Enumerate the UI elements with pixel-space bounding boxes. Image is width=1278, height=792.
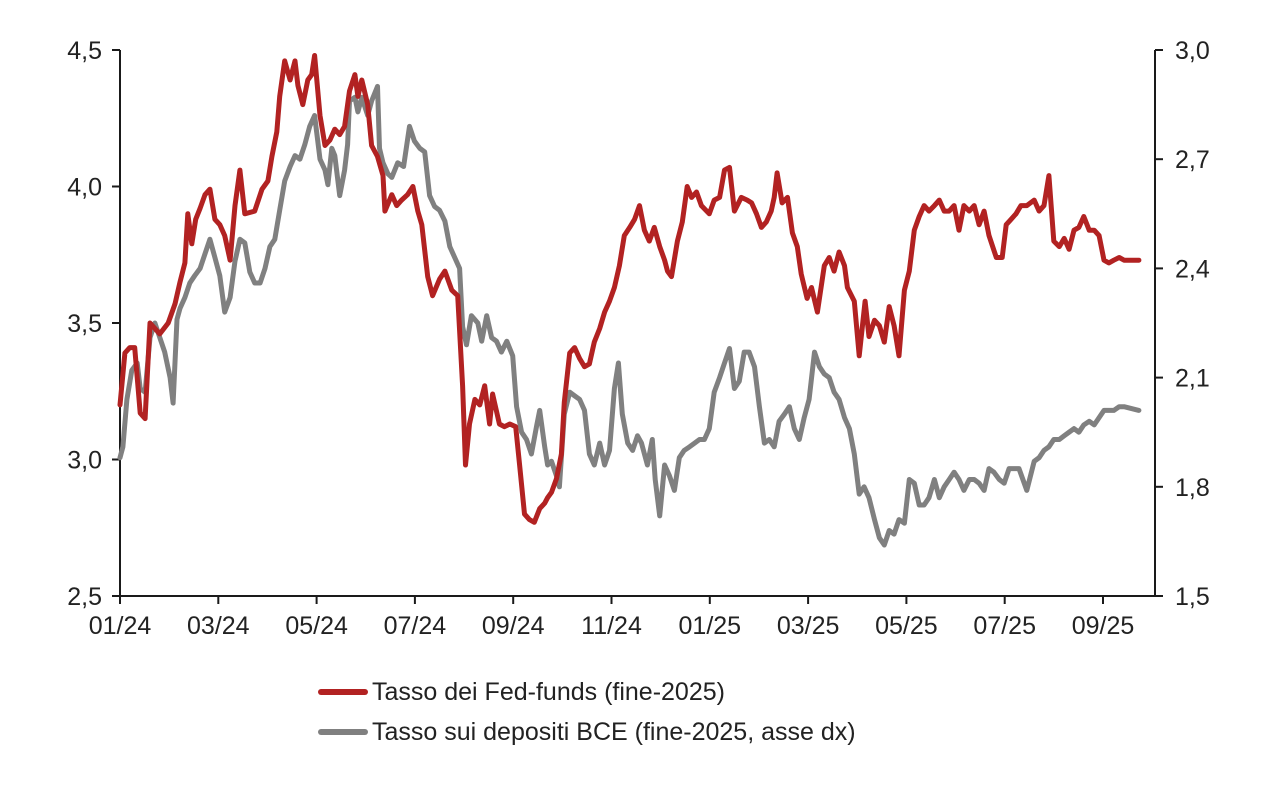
right-y-tick-label: 1,8	[1175, 474, 1210, 502]
fed-funds-line	[117, 53, 1142, 525]
legend-label-bce-deposit: Tasso sui depositi BCE (fine-2025, asse …	[372, 717, 856, 746]
right-y-tick-label: 2,1	[1175, 365, 1210, 393]
x-tick-label: 07/25	[973, 612, 1036, 640]
legend-swatch-fed-funds	[318, 689, 368, 695]
right-y-tick-label: 2,7	[1175, 146, 1210, 174]
legend-item-fed-funds: Tasso dei Fed-funds (fine-2025)	[318, 672, 856, 712]
x-tick-label: 09/25	[1072, 612, 1135, 640]
bce-deposit-line	[117, 83, 1142, 548]
x-tick-label: 05/24	[285, 612, 348, 640]
left-y-tick-label: 3,0	[67, 447, 102, 475]
legend-label-fed-funds: Tasso dei Fed-funds (fine-2025)	[372, 677, 725, 706]
legend: Tasso dei Fed-funds (fine-2025) Tasso su…	[318, 672, 856, 752]
series-lines	[117, 53, 1142, 548]
left-y-tick-label: 4,0	[67, 174, 102, 202]
x-tick-label: 07/24	[384, 612, 447, 640]
left-y-tick-label: 3,5	[67, 310, 102, 338]
legend-item-bce-deposit: Tasso sui depositi BCE (fine-2025, asse …	[318, 712, 856, 752]
x-tick-label: 01/24	[89, 612, 152, 640]
x-tick-label: 05/25	[875, 612, 938, 640]
axes: 2,5 3,0 3,5 4,0 4,5 1,5 1,8 2,1 2,4 2,7 3,0 01/24 03…	[67, 37, 1210, 640]
x-tick-label: 11/24	[581, 612, 642, 640]
right-y-tick-label: 2,4	[1175, 255, 1210, 283]
left-y-tick-label: 4,5	[67, 37, 102, 65]
x-tick-label: 03/24	[187, 612, 250, 640]
legend-swatch-bce-deposit	[318, 729, 368, 735]
x-tick-label: 09/24	[482, 612, 545, 640]
right-y-tick-label: 1,5	[1175, 583, 1210, 611]
x-tick-label: 03/25	[777, 612, 840, 640]
left-y-tick-label: 2,5	[67, 583, 102, 611]
x-tick-label: 01/25	[679, 612, 742, 640]
right-y-tick-label: 3,0	[1175, 37, 1210, 65]
